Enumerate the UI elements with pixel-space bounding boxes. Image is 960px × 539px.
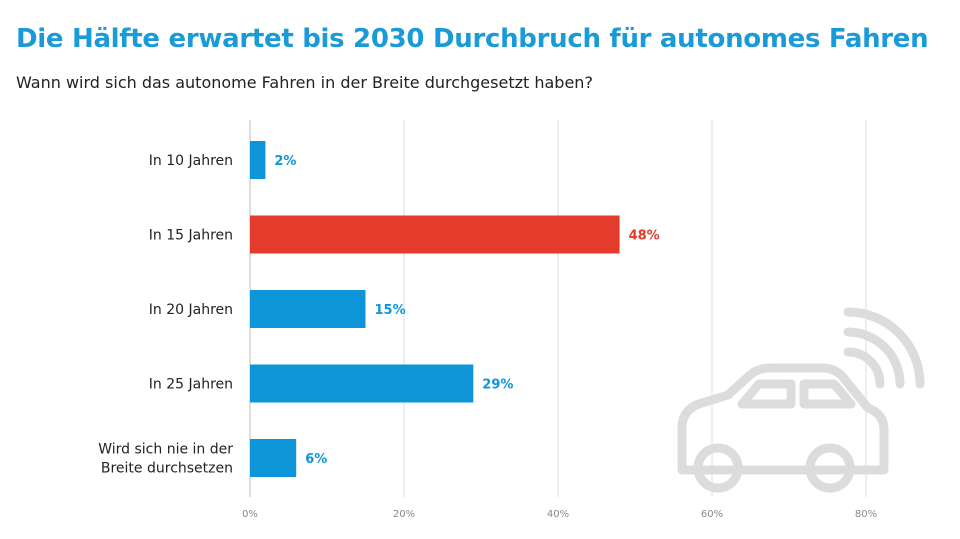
category-label: In 25 Jahren [149, 377, 233, 393]
x-tick-label: 20% [393, 509, 415, 520]
chart-subtitle: Wann wird sich das autonome Fahren in de… [16, 73, 593, 92]
x-tick-label: 80% [855, 509, 877, 520]
value-label: 2% [274, 154, 296, 169]
value-label: 6% [305, 452, 327, 467]
bar [250, 290, 366, 328]
value-label: 48% [629, 229, 660, 244]
category-label: In 10 Jahren [149, 153, 233, 169]
connected-car-icon [677, 307, 925, 493]
value-label: 15% [375, 303, 406, 318]
bar [250, 439, 297, 477]
x-tick-label: 0% [242, 509, 258, 520]
category-label: Breite durchsetzen [101, 461, 233, 477]
category-label: Wird sich nie in der [98, 442, 233, 458]
category-label: In 20 Jahren [149, 302, 233, 318]
bar [250, 215, 620, 254]
value-label: 29% [482, 378, 513, 393]
chart-title: Die Hälfte erwartet bis 2030 Durchbruch … [16, 24, 929, 54]
x-tick-label: 60% [701, 509, 723, 520]
category-label: In 15 Jahren [149, 228, 233, 244]
x-tick-label: 40% [547, 509, 569, 520]
bar [250, 141, 266, 179]
bar [250, 364, 474, 403]
